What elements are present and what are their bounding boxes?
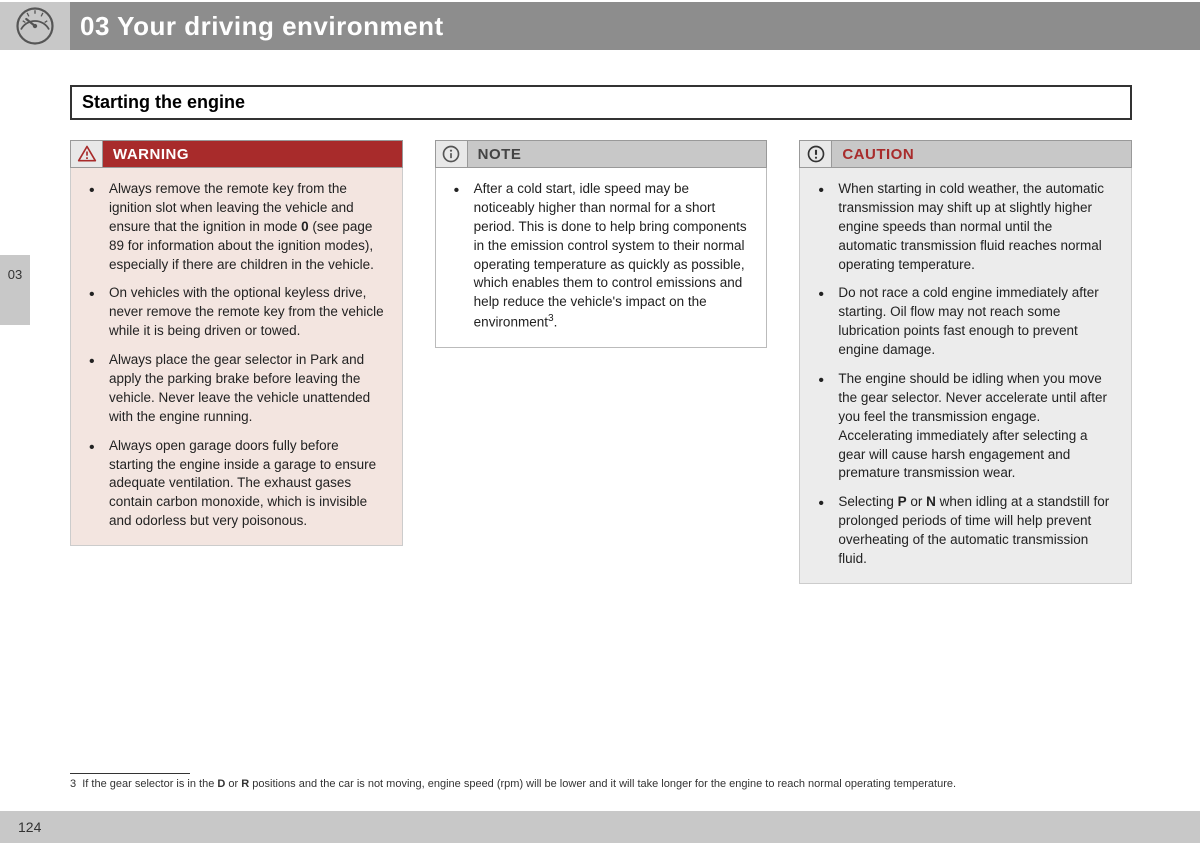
exclamation-circle-icon <box>800 141 832 167</box>
caution-header: CAUTION <box>799 140 1132 168</box>
section-title: Starting the engine <box>82 92 1120 113</box>
chapter-title: 03 Your driving environment <box>80 11 444 42</box>
footnote-rule <box>70 773 190 774</box>
footnote-text: 3 If the gear selector is in the D or R … <box>70 778 1132 790</box>
note-list: After a cold start, idle speed may be no… <box>454 180 749 333</box>
note-label: NOTE <box>468 146 522 163</box>
list-item: Do not race a cold engine immediately af… <box>818 284 1113 360</box>
note-column: NOTE After a cold start, idle speed may … <box>435 140 768 584</box>
list-item: When starting in cold weather, the autom… <box>818 180 1113 274</box>
caution-column: CAUTION When starting in cold weather, t… <box>799 140 1132 584</box>
warning-column: WARNING Always remove the remote key fro… <box>70 140 403 584</box>
list-item: Always remove the remote key from the ig… <box>89 180 384 274</box>
footnote-marker: 3 <box>70 778 76 790</box>
warning-triangle-icon <box>71 141 103 167</box>
list-item: The engine should be idling when you mov… <box>818 370 1113 483</box>
list-item: Always open garage doors fully before st… <box>89 437 384 531</box>
warning-header: WARNING <box>70 140 403 168</box>
gauge-icon <box>0 2 70 50</box>
chapter-header: 03 Your driving environment <box>0 2 1200 50</box>
side-page-tab: 03 <box>0 255 30 325</box>
warning-label: WARNING <box>103 146 189 163</box>
note-body: After a cold start, idle speed may be no… <box>435 168 768 348</box>
footer-bar: 124 <box>0 811 1200 843</box>
list-item: Always place the gear selector in Park a… <box>89 351 384 427</box>
footnote: 3 If the gear selector is in the D or R … <box>70 773 1132 790</box>
warning-body: Always remove the remote key from the ig… <box>70 168 403 546</box>
info-icon <box>436 141 468 167</box>
side-tab-label: 03 <box>8 267 22 282</box>
list-item: After a cold start, idle speed may be no… <box>454 180 749 333</box>
list-item: On vehicles with the optional keyless dr… <box>89 284 384 341</box>
page-number: 124 <box>18 819 41 835</box>
warning-list: Always remove the remote key from the ig… <box>89 180 384 531</box>
section-title-box: Starting the engine <box>70 85 1132 120</box>
footnote-body: If the gear selector is in the D or R po… <box>82 778 956 790</box>
note-header: NOTE <box>435 140 768 168</box>
list-item: Selecting P or N when idling at a stands… <box>818 493 1113 569</box>
caution-label: CAUTION <box>832 146 914 163</box>
content-columns: WARNING Always remove the remote key fro… <box>70 140 1132 584</box>
caution-body: When starting in cold weather, the autom… <box>799 168 1132 584</box>
caution-list: When starting in cold weather, the autom… <box>818 180 1113 569</box>
